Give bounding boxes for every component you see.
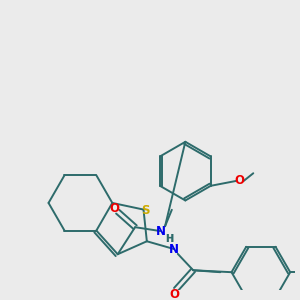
- Text: O: O: [110, 202, 120, 215]
- Text: N: N: [169, 242, 179, 256]
- Text: S: S: [141, 204, 150, 217]
- Text: N: N: [156, 224, 166, 238]
- Text: O: O: [169, 288, 179, 300]
- Text: H: H: [165, 234, 173, 244]
- Text: O: O: [235, 175, 245, 188]
- Text: H: H: [165, 234, 173, 244]
